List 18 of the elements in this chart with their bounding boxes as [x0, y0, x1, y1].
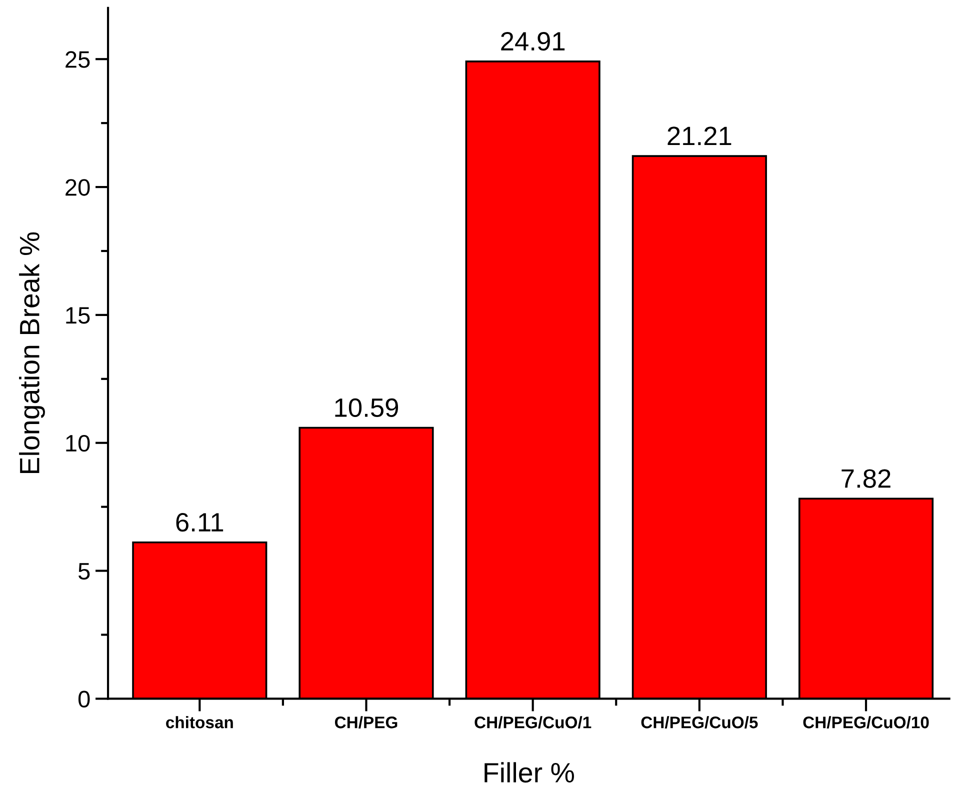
y-tick-label: 25 — [66, 51, 90, 68]
data-label: 24.91 — [501, 32, 565, 51]
data-label: 10.59 — [335, 398, 398, 418]
y-tick-label: 0 — [78, 690, 90, 708]
y-tick-label: 15 — [66, 307, 90, 324]
x-tick-label: CH/PEG/CuO/5 — [641, 716, 758, 728]
data-label: 6.11 — [176, 512, 224, 532]
y-tick-label: 10 — [66, 434, 90, 452]
y-tick-label: 20 — [66, 179, 90, 196]
data-label: 7.82 — [842, 469, 890, 488]
y-tick-label: 5 — [78, 563, 90, 580]
x-tick-label: CH/PEG — [334, 716, 398, 728]
x-tick-label: CH/PEG/CuO/10 — [803, 716, 929, 728]
x-tick-label: chitosan — [166, 716, 233, 728]
x-tick-label: CH/PEG/CuO/1 — [474, 716, 592, 728]
x-axis-title: Filler % — [484, 762, 574, 783]
data-label: 21.21 — [668, 126, 732, 146]
y-axis-title: Elongation Break % — [19, 232, 45, 474]
